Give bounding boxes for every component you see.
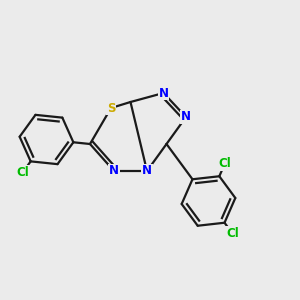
Text: N: N <box>181 110 191 124</box>
Text: N: N <box>158 86 169 100</box>
Text: Cl: Cl <box>16 166 29 179</box>
Text: N: N <box>142 164 152 178</box>
Text: Cl: Cl <box>218 158 231 170</box>
Text: N: N <box>109 164 119 178</box>
Text: Cl: Cl <box>226 227 239 240</box>
Text: S: S <box>107 101 115 115</box>
